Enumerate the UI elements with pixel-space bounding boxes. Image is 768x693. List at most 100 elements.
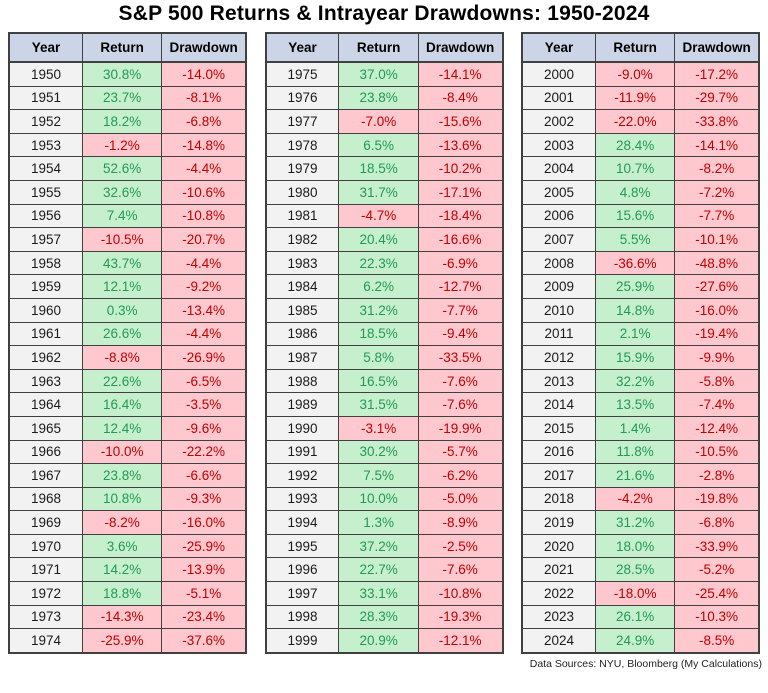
return-cell: -11.9%	[594, 85, 676, 111]
table-row: 2023 26.1% -10.3%	[521, 604, 760, 630]
drawdown-cell: -17.1%	[417, 179, 504, 205]
year-cell: 1980	[264, 179, 340, 205]
data-sources-note: Data Sources: NYU, Bloomberg (My Calcula…	[529, 657, 762, 670]
return-cell: 28.3%	[338, 604, 419, 630]
drawdown-cell: -10.3%	[674, 604, 760, 630]
year-cell: 1979	[264, 156, 340, 181]
drawdown-cell: -4.4%	[161, 321, 247, 347]
drawdown-cell: -7.4%	[674, 392, 760, 417]
table-row: 2012 15.9% -9.9%	[521, 345, 760, 370]
drawdown-cell: -7.6%	[417, 368, 504, 394]
drawdown-cell: -48.8%	[674, 250, 760, 276]
column-header-drawdown: Drawdown	[417, 32, 504, 63]
year-cell: 1963	[8, 368, 83, 394]
drawdown-cell: -10.1%	[674, 227, 760, 252]
return-cell: 18.0%	[594, 533, 676, 559]
return-cell: -14.3%	[81, 604, 163, 630]
drawdown-cell: -33.9%	[674, 533, 760, 559]
year-cell: 1954	[8, 156, 83, 181]
return-cell: 31.2%	[594, 510, 676, 535]
year-cell: 2023	[521, 604, 596, 630]
year-cell: 1970	[8, 533, 83, 559]
table-row: 2010 14.8% -16.0%	[521, 297, 760, 323]
drawdown-cell: -6.9%	[417, 250, 504, 276]
return-cell: 28.4%	[594, 132, 676, 158]
table-row: 1967 23.8% -6.6%	[8, 463, 247, 488]
year-cell: 1972	[8, 581, 83, 606]
year-cell: 1968	[8, 486, 83, 512]
year-cell: 1973	[8, 604, 83, 630]
year-cell: 2013	[521, 368, 596, 394]
year-cell: 1962	[8, 345, 83, 370]
table-row: 1984 6.2% -12.7%	[264, 274, 504, 299]
drawdown-cell: -6.6%	[161, 463, 247, 488]
returns-table-2000-2024: Year Return Drawdown 2000 -9.0% -17.2% 2001 -11…	[521, 32, 760, 654]
header-row: Year Return Drawdown	[8, 32, 247, 63]
table-row: 1999 20.9% -12.1%	[264, 628, 504, 654]
year-cell: 1971	[8, 557, 83, 583]
drawdown-cell: -5.2%	[674, 557, 760, 583]
table-row: 2019 31.2% -6.8%	[521, 510, 760, 535]
returns-table-1950-1974: Year Return Drawdown 1950 30.8% -14.0% 1951 23.…	[8, 32, 247, 654]
drawdown-cell: -9.3%	[161, 486, 247, 512]
return-cell: 23.7%	[81, 85, 163, 111]
year-cell: 2010	[521, 297, 596, 323]
column-header-return: Return	[594, 32, 676, 63]
year-cell: 1961	[8, 321, 83, 347]
return-cell: 52.6%	[81, 156, 163, 181]
drawdown-cell: -5.1%	[161, 581, 247, 606]
table-row: 2011 2.1% -19.4%	[521, 321, 760, 347]
return-cell: 10.0%	[338, 486, 419, 512]
table-row: 2022 -18.0% -25.4%	[521, 581, 760, 606]
table-row: 2024 24.9% -8.5%	[521, 628, 760, 654]
table-row: 2005 4.8% -7.2%	[521, 179, 760, 205]
drawdown-cell: -9.2%	[161, 274, 247, 299]
table-row: 1973 -14.3% -23.4%	[8, 604, 247, 630]
return-cell: 5.8%	[338, 345, 419, 370]
drawdown-cell: -8.1%	[161, 85, 247, 111]
drawdown-cell: -14.0%	[161, 61, 247, 87]
return-cell: 43.7%	[81, 250, 163, 276]
table-row: 1980 31.7% -17.1%	[264, 179, 504, 205]
year-cell: 1950	[8, 61, 83, 87]
return-cell: 3.6%	[81, 533, 163, 559]
drawdown-cell: -33.5%	[417, 345, 504, 370]
table-row: 2003 28.4% -14.1%	[521, 132, 760, 158]
drawdown-cell: -7.2%	[674, 179, 760, 205]
drawdown-cell: -17.2%	[674, 61, 760, 87]
table-row: 2017 21.6% -2.8%	[521, 463, 760, 488]
table-row: 2001 -11.9% -29.7%	[521, 85, 760, 111]
return-cell: 22.3%	[338, 250, 419, 276]
return-cell: 12.4%	[81, 415, 163, 441]
year-cell: 1994	[264, 510, 340, 535]
table-row: 1985 31.2% -7.7%	[264, 297, 504, 323]
drawdown-cell: -6.8%	[161, 109, 247, 134]
year-cell: 2001	[521, 85, 596, 111]
drawdown-cell: -5.8%	[674, 368, 760, 394]
drawdown-cell: -10.8%	[161, 203, 247, 229]
year-cell: 1993	[264, 486, 340, 512]
column-header-year: Year	[521, 32, 596, 63]
drawdown-cell: -14.8%	[161, 132, 247, 158]
return-cell: 15.9%	[594, 345, 676, 370]
table-row: 2018 -4.2% -19.8%	[521, 486, 760, 512]
table-row: 1978 6.5% -13.6%	[264, 132, 504, 158]
return-cell: 18.5%	[338, 156, 419, 181]
return-cell: -10.5%	[81, 227, 163, 252]
drawdown-cell: -33.8%	[674, 109, 760, 134]
drawdown-cell: -7.6%	[417, 392, 504, 417]
drawdown-cell: -8.9%	[417, 510, 504, 535]
drawdown-cell: -9.6%	[161, 415, 247, 441]
table-row: 1952 18.2% -6.8%	[8, 109, 247, 134]
drawdown-cell: -8.5%	[674, 628, 760, 654]
year-cell: 1957	[8, 227, 83, 252]
table-row: 1964 16.4% -3.5%	[8, 392, 247, 417]
table-row: 1994 1.3% -8.9%	[264, 510, 504, 535]
drawdown-cell: -10.2%	[417, 156, 504, 181]
drawdown-cell: -9.9%	[674, 345, 760, 370]
year-cell: 1995	[264, 533, 340, 559]
table-row: 2006 15.6% -7.7%	[521, 203, 760, 229]
return-cell: 10.7%	[594, 156, 676, 181]
table-row: 1960 0.3% -13.4%	[8, 297, 247, 323]
year-cell: 1956	[8, 203, 83, 229]
